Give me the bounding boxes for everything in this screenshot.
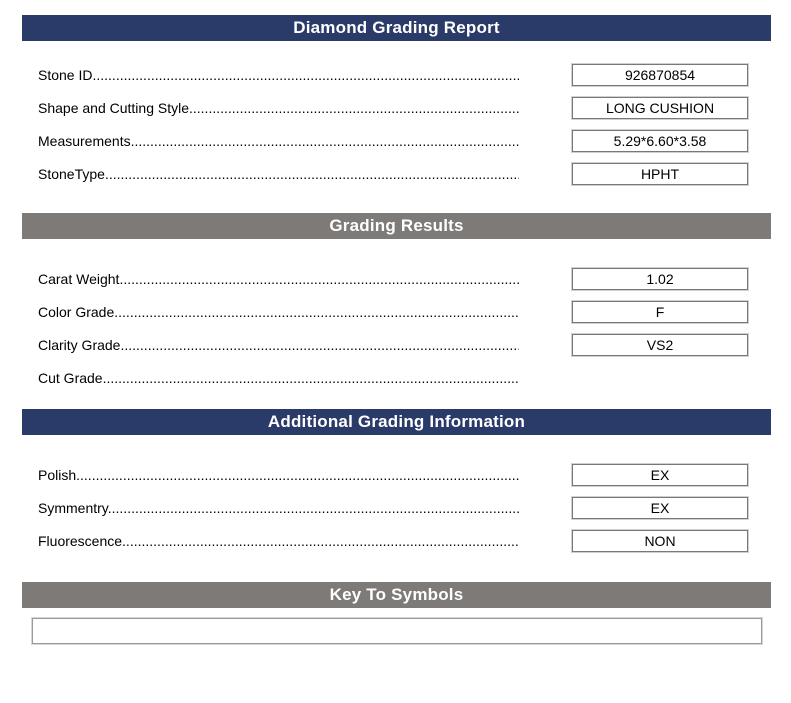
stone-id-value: 926870854 — [624, 67, 696, 83]
section-header-key-to-symbols-title: Key To Symbols — [329, 585, 464, 604]
stone-type-label: StoneType — [38, 166, 105, 182]
field-row-carat-weight: Carat Weight............................… — [22, 267, 771, 291]
dot-leader: ........................................… — [92, 67, 519, 83]
clarity-grade-value-box: VS2 — [571, 333, 749, 357]
grading-results-section: Carat Weight............................… — [22, 239, 771, 390]
stone-id-value-box: 926870854 — [571, 63, 749, 87]
field-row-stone-type: StoneType...............................… — [22, 162, 771, 186]
dot-leader: ........................................… — [120, 337, 519, 353]
polish-label: Polish — [38, 467, 77, 483]
identification-section: Stone ID................................… — [22, 41, 771, 186]
section-header-additional-info-title: Additional Grading Information — [267, 412, 526, 431]
fluorescence-value: NON — [644, 533, 676, 549]
carat-weight-value: 1.02 — [646, 271, 674, 287]
field-row-stone-id: Stone ID................................… — [22, 63, 771, 87]
key-to-symbols-box — [31, 617, 763, 645]
carat-weight-label: Carat Weight — [38, 271, 120, 287]
cut-grade-label: Cut Grade — [38, 370, 103, 386]
dot-leader: ........................................… — [130, 133, 519, 149]
dot-leader: ........................................… — [76, 467, 519, 483]
polish-value-box: EX — [571, 463, 749, 487]
dot-leader: ........................................… — [104, 166, 519, 182]
section-header-key-to-symbols: Key To Symbols — [22, 582, 771, 608]
dot-leader: ........................................… — [122, 533, 519, 549]
stone-type-value: HPHT — [640, 166, 680, 182]
section-header-grading-results-title: Grading Results — [329, 216, 464, 235]
dot-leader: ........................................… — [107, 500, 519, 516]
fluorescence-value-box: NON — [571, 529, 749, 553]
shape-label: Shape and Cutting Style — [38, 100, 189, 116]
field-row-polish: Polish..................................… — [22, 463, 771, 487]
dot-leader: ........................................… — [102, 370, 519, 386]
polish-value: EX — [650, 467, 670, 483]
section-header-grading-results: Grading Results — [22, 213, 771, 239]
fluorescence-label: Fluorescence — [38, 533, 123, 549]
section-header-report: Diamond Grading Report — [22, 15, 771, 41]
stone-type-value-box: HPHT — [571, 162, 749, 186]
additional-info-section: Polish..................................… — [22, 435, 771, 553]
section-header-additional-info: Additional Grading Information — [22, 409, 771, 435]
field-row-fluorescence: Fluorescence............................… — [22, 529, 771, 553]
field-row-symmetry: Symmentry...............................… — [22, 496, 771, 520]
symmetry-value-box: EX — [571, 496, 749, 520]
section-header-report-title: Diamond Grading Report — [293, 18, 500, 37]
field-row-measurements: Measurements............................… — [22, 129, 771, 153]
measurements-value: 5.29*6.60*3.58 — [613, 133, 707, 149]
shape-value: LONG CUSHION — [605, 100, 715, 116]
carat-weight-value-box: 1.02 — [571, 267, 749, 291]
measurements-label: Measurements — [38, 133, 131, 149]
dot-leader: ........................................… — [189, 100, 519, 116]
clarity-grade-label: Clarity Grade — [38, 337, 121, 353]
color-grade-value: F — [655, 304, 665, 320]
field-row-cut-grade: Cut Grade...............................… — [22, 366, 771, 390]
clarity-grade-value: VS2 — [646, 337, 674, 353]
field-row-color-grade: Color Grade.............................… — [22, 300, 771, 324]
field-row-shape: Shape and Cutting Style.................… — [22, 96, 771, 120]
color-grade-value-box: F — [571, 300, 749, 324]
dot-leader: ........................................… — [119, 271, 519, 287]
measurements-value-box: 5.29*6.60*3.58 — [571, 129, 749, 153]
stone-id-label: Stone ID — [38, 67, 93, 83]
symmetry-label: Symmentry — [38, 500, 108, 516]
symmetry-value: EX — [650, 500, 670, 516]
field-row-clarity-grade: Clarity Grade...........................… — [22, 333, 771, 357]
color-grade-label: Color Grade — [38, 304, 115, 320]
dot-leader: ........................................… — [114, 304, 519, 320]
shape-value-box: LONG CUSHION — [571, 96, 749, 120]
